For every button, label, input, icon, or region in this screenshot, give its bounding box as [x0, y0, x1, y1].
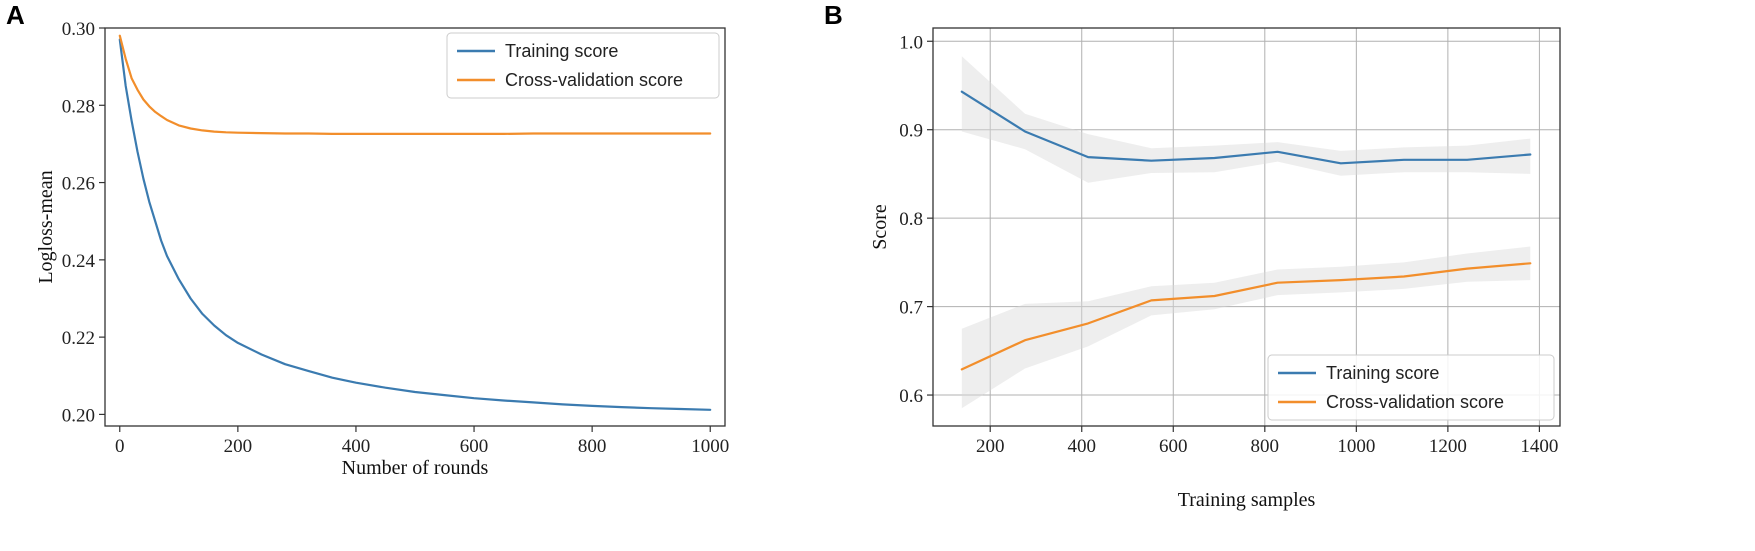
panel-a-y-tick-label: 0.26 [62, 174, 95, 195]
panel-a-training-line [118, 38, 712, 411]
panel-b-training-band [961, 56, 1531, 183]
panel-a-legend: Training score Cross-validation score [446, 32, 720, 99]
panel-b-x-tick-label: 1000 [1337, 436, 1375, 457]
panel-a-x-ticks: 0 200 400 600 800 1000 [115, 426, 729, 457]
panel-b-bands [961, 56, 1531, 409]
panel-a-x-tick-label: 800 [578, 436, 607, 457]
panel-b-lines [960, 90, 1532, 371]
panel-a: A 0 200 400 600 800 1000 0.20 0.22 0.24 0.26 0.28… [6, 0, 729, 479]
panel-b-x-tick-label: 400 [1067, 436, 1096, 457]
panel-a-x-tick-label: 0 [115, 436, 125, 457]
panel-b-y-tick-label: 0.9 [899, 121, 923, 142]
panel-a-lines [118, 34, 712, 411]
panel-a-x-tick-label: 1000 [691, 436, 729, 457]
panel-b-training-line [960, 90, 1532, 165]
panel-b-y-tick-label: 0.8 [899, 209, 923, 230]
panel-b-cross-validation-band [961, 246, 1531, 409]
panel-b-plot-frame [932, 27, 1561, 427]
panel-a-legend-training-label: Training score [505, 41, 618, 61]
panel-b-y-tick-label: 0.7 [899, 298, 923, 319]
panel-a-legend-cross-validation-label: Cross-validation score [505, 70, 683, 90]
panel-a-x-tick-label: 400 [342, 436, 371, 457]
panel-a-x-axis-title: Number of rounds [342, 457, 489, 479]
panel-a-y-tick-label: 0.28 [62, 96, 95, 117]
panel-a-x-tick-label: 200 [224, 436, 253, 457]
panel-b-legend-box [1267, 354, 1555, 421]
panel-b-x-tick-label: 800 [1251, 436, 1280, 457]
panel-b-label: B [824, 0, 843, 30]
panel-a-y-tick-label: 0.22 [62, 328, 95, 349]
panel-a-legend-box [446, 32, 720, 99]
panel-b-y-ticks: 0.6 0.7 0.8 0.9 1.0 [899, 32, 933, 407]
panel-b-y-axis-title: Score [869, 204, 891, 250]
panel-b-legend-cross-validation-label: Cross-validation score [1326, 392, 1504, 412]
panel-a-y-tick-label: 0.20 [62, 405, 95, 426]
panel-b: B 200 400 600 800 1000 1200 1400 0.6 0.7 0.8 0.9 1… [824, 0, 1561, 511]
panel-b-y-tick-label: 0.6 [899, 386, 923, 407]
panel-b-legend-training-label: Training score [1326, 363, 1439, 383]
panel-a-x-tick-label: 600 [460, 436, 489, 457]
panel-b-x-tick-label: 1400 [1520, 436, 1558, 457]
panel-b-x-tick-label: 600 [1159, 436, 1188, 457]
panel-b-x-tick-label: 1200 [1429, 436, 1467, 457]
panel-a-y-axis-title: Logloss-mean [35, 170, 57, 283]
panel-b-x-axis-title: Training samples [1178, 489, 1316, 511]
panel-a-y-ticks: 0.20 0.22 0.24 0.26 0.28 0.30 [62, 19, 105, 426]
panel-b-y-tick-label: 1.0 [899, 32, 923, 53]
panel-b-x-ticks: 200 400 600 800 1000 1200 1400 [976, 426, 1558, 457]
panel-b-cross-validation-line [960, 262, 1532, 371]
panel-b-legend: Training score Cross-validation score [1267, 354, 1555, 421]
panel-a-y-tick-label: 0.30 [62, 19, 95, 40]
panel-a-cross-validation-line [118, 34, 712, 135]
panel-a-label: A [6, 0, 25, 30]
panel-a-y-tick-label: 0.24 [62, 251, 96, 272]
panel-a-plot-frame [104, 27, 726, 427]
panel-b-x-tick-label: 200 [976, 436, 1005, 457]
